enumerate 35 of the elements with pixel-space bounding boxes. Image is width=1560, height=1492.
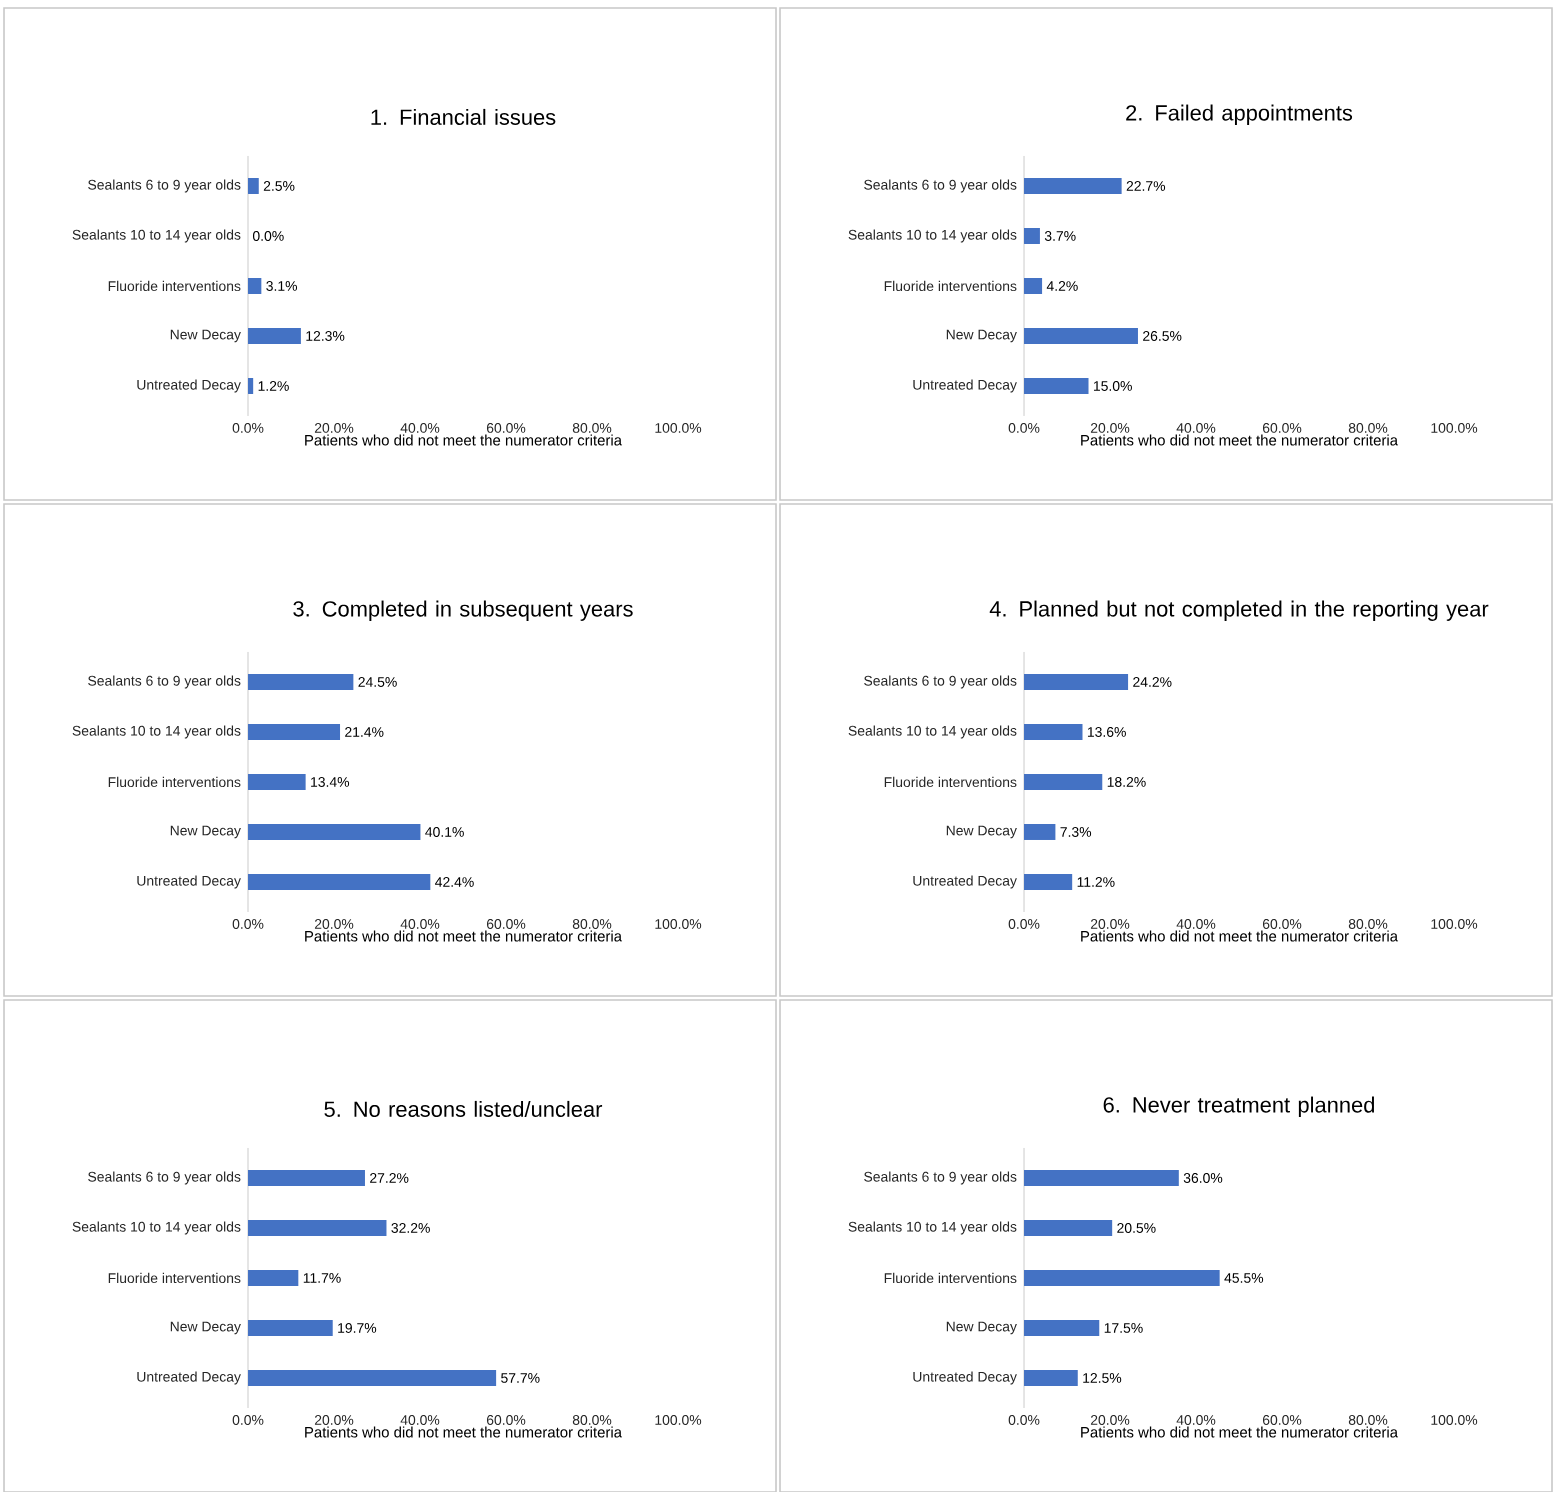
bar bbox=[1024, 327, 1138, 344]
bar bbox=[248, 723, 341, 740]
bar bbox=[248, 327, 301, 344]
bar bbox=[248, 873, 431, 890]
bar bbox=[1024, 177, 1122, 194]
bar bbox=[1024, 823, 1056, 840]
bar bbox=[1024, 1219, 1113, 1236]
bar bbox=[1024, 873, 1073, 890]
bar bbox=[1024, 773, 1103, 790]
bar bbox=[248, 1269, 299, 1286]
bar bbox=[248, 377, 254, 394]
bar bbox=[248, 1169, 365, 1186]
bar bbox=[1024, 277, 1043, 294]
chart-title: 6. Never treatment planned bbox=[1103, 1096, 1375, 1117]
chart-title: 3. Completed in subsequent years bbox=[293, 600, 633, 621]
chart-title: 5. No reasons listed/unclear bbox=[324, 1100, 603, 1117]
chart-title: 1. Financial issues bbox=[371, 108, 556, 125]
bar bbox=[248, 1219, 387, 1236]
bar bbox=[1024, 1369, 1078, 1386]
bar bbox=[1024, 227, 1040, 244]
bar bbox=[1024, 1169, 1179, 1186]
bar bbox=[248, 277, 262, 294]
bar bbox=[248, 1369, 497, 1386]
bar bbox=[248, 177, 259, 194]
chart-title: 2. Failed appointments bbox=[1126, 104, 1353, 125]
bar bbox=[248, 673, 354, 690]
bar bbox=[1024, 1319, 1100, 1336]
bar bbox=[248, 773, 306, 790]
bar bbox=[1024, 1269, 1220, 1286]
bar bbox=[1024, 377, 1089, 394]
bar bbox=[1024, 673, 1129, 690]
bar bbox=[1024, 723, 1083, 740]
bar bbox=[248, 1319, 333, 1336]
chart-title: 4. Planned but not completed in the reporting year bbox=[989, 600, 1489, 621]
bar bbox=[248, 823, 421, 840]
